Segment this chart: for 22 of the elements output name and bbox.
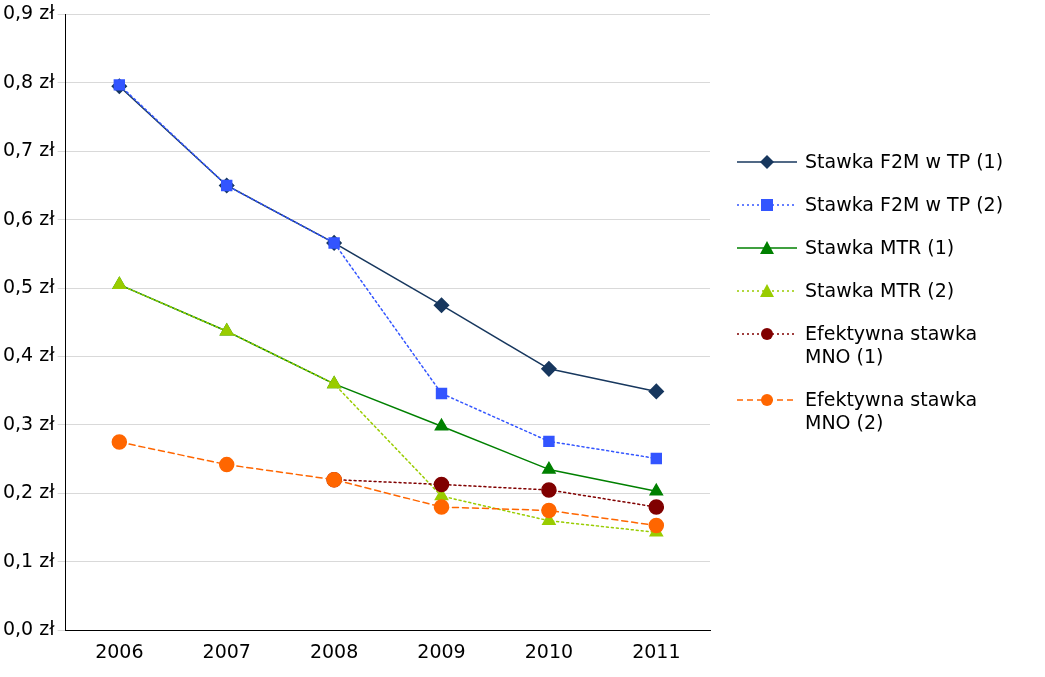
- y-tick-label: 0,1 zł: [2, 548, 56, 571]
- x-tick-label: 2008: [309, 639, 359, 662]
- y-tick-label: 0,5 zł: [2, 275, 56, 298]
- y-tick-label: 0,6 zł: [2, 206, 56, 229]
- y-tick-label: 0,9 zł: [2, 1, 56, 24]
- legend-label: Stawka MTR (2): [805, 279, 956, 302]
- legend-label: Stawka F2M w TP (1): [805, 150, 1005, 173]
- legend-label: Efektywna stawka MNO (2): [805, 388, 979, 434]
- x-tick-label: 2007: [202, 639, 251, 662]
- x-tick-label: 2010: [524, 639, 574, 662]
- x-tick-label: 2006: [95, 639, 144, 662]
- y-tick-label: 0,8 zł: [2, 69, 56, 92]
- y-tick-label: 0,3 zł: [2, 411, 56, 434]
- legend-label: Stawka F2M w TP (2): [805, 193, 1005, 216]
- x-tick-label: 2011: [632, 639, 681, 662]
- y-tick-label: 0,7 zł: [2, 138, 56, 161]
- x-tick-label: 2009: [417, 639, 466, 662]
- y-tick-label: 0,4 zł: [2, 343, 56, 366]
- y-tick-label: 0,2 zł: [2, 480, 56, 503]
- legend-label: Stawka MTR (1): [805, 236, 956, 259]
- legend-label: Efektywna stawka MNO (1): [805, 322, 979, 368]
- y-tick-label: 0,0 zł: [2, 617, 56, 640]
